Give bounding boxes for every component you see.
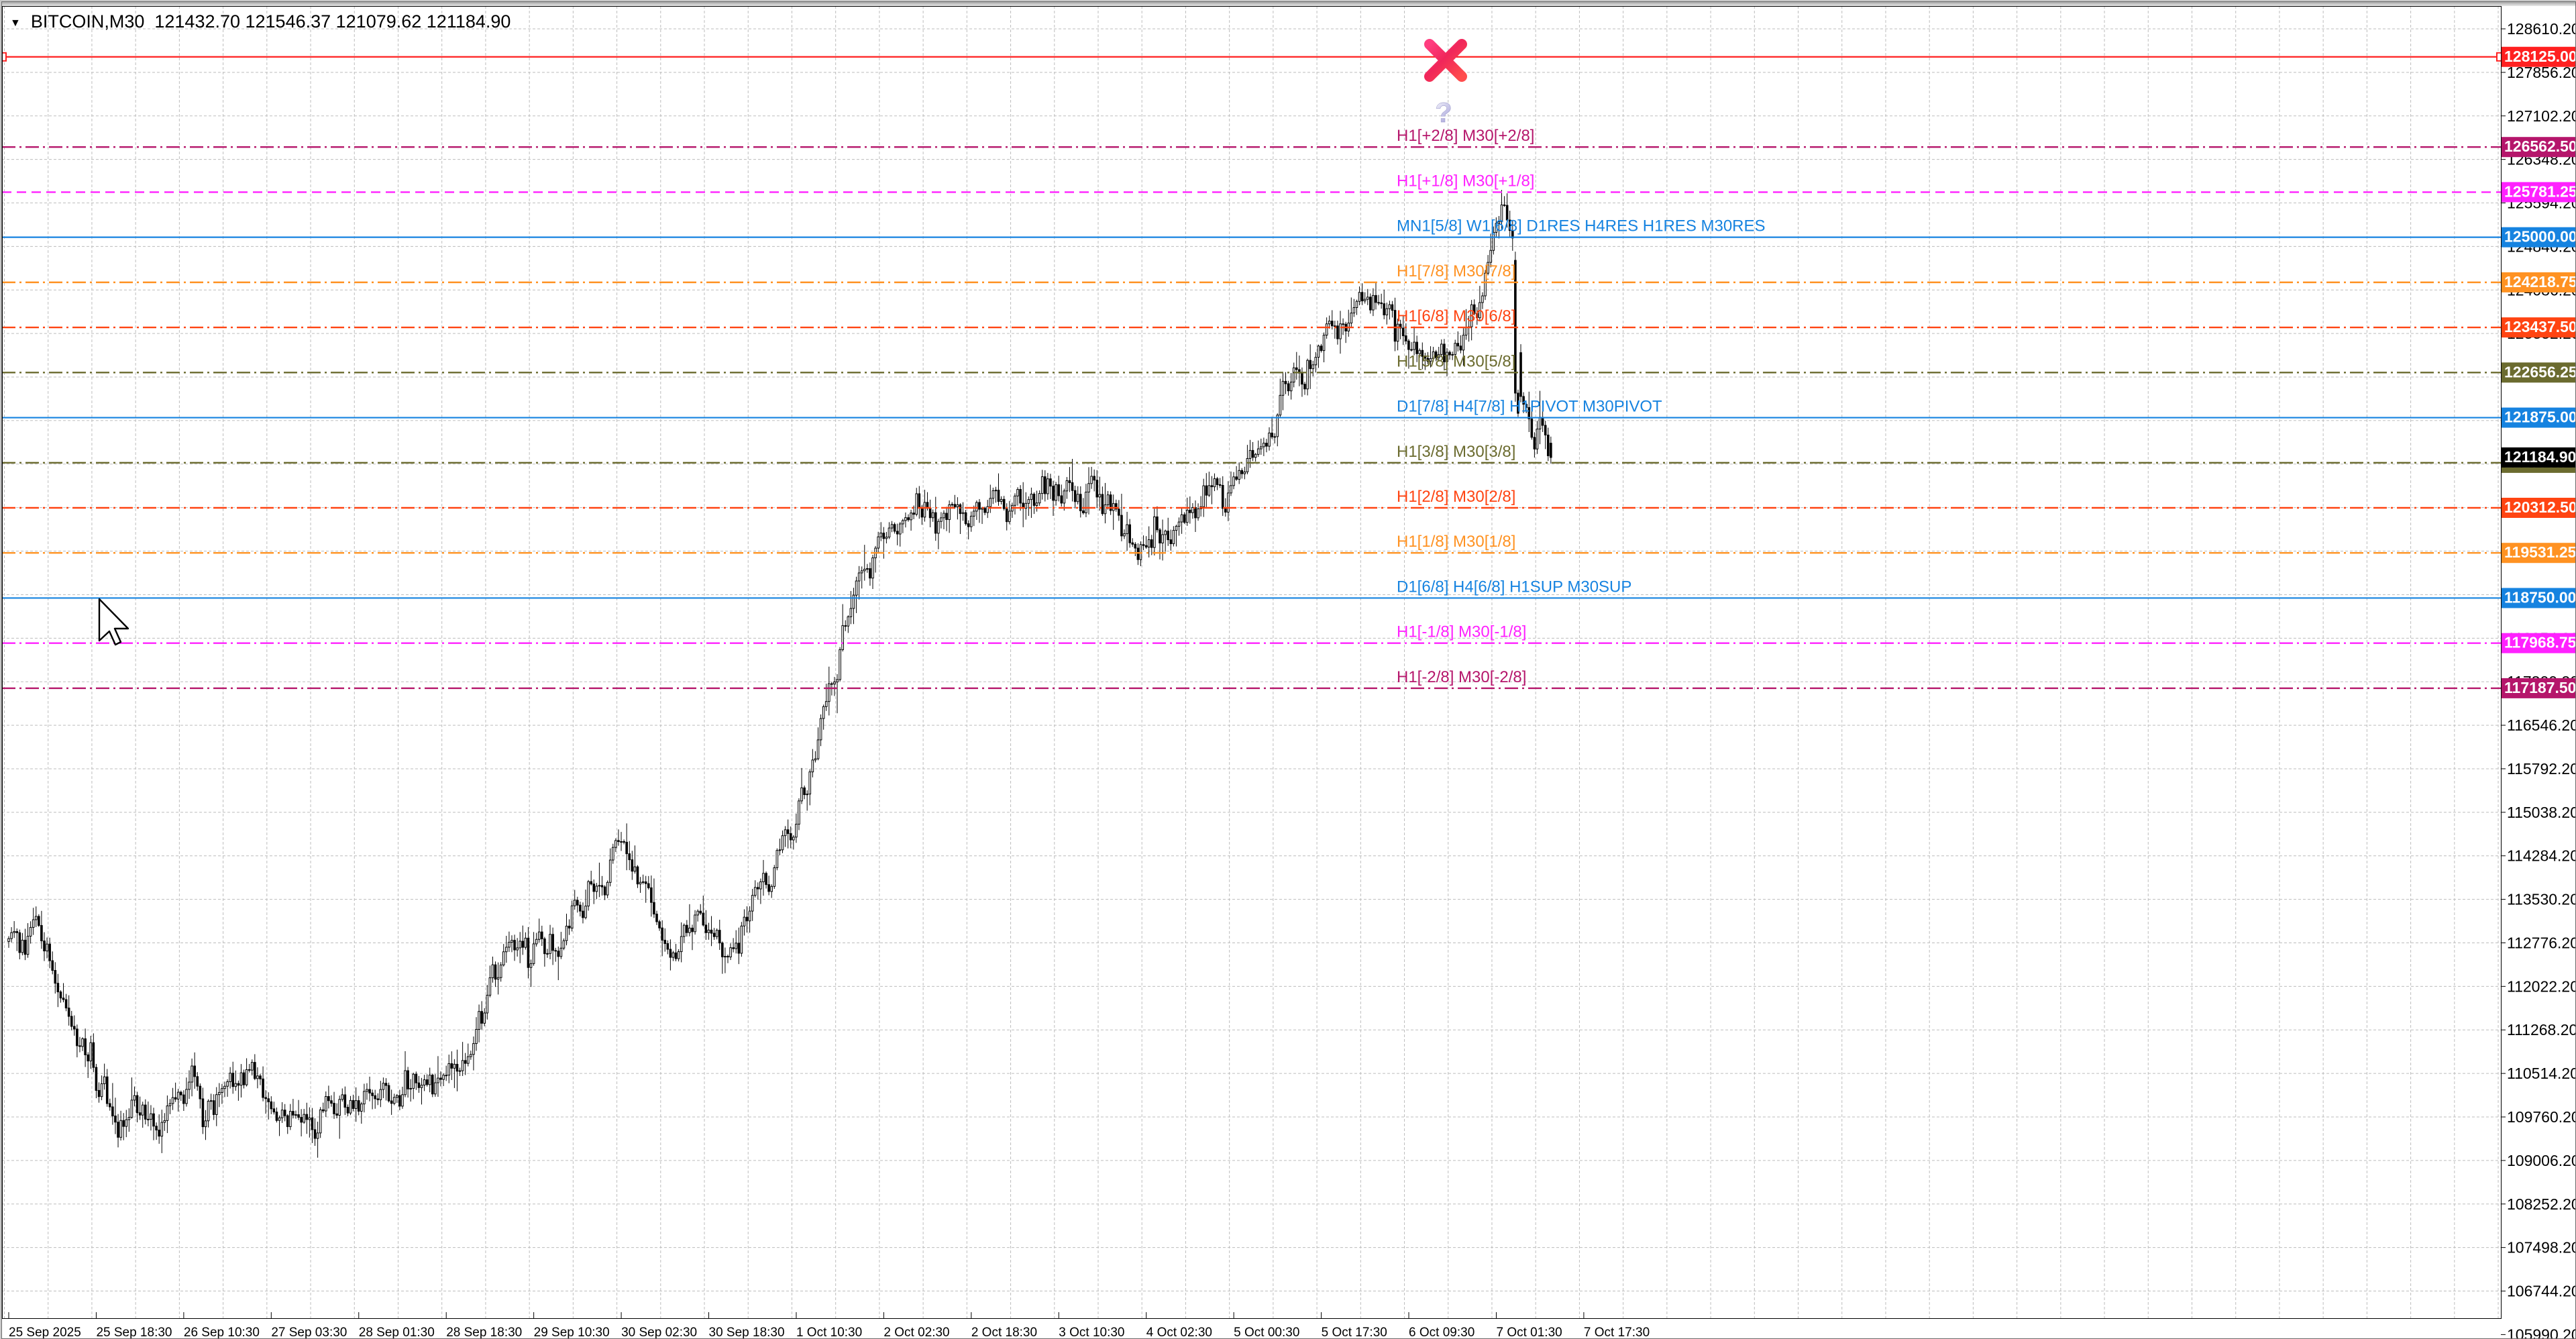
svg-text:121875.00: 121875.00 — [2504, 409, 2575, 426]
svg-text:125781.25: 125781.25 — [2504, 182, 2575, 200]
svg-text:127102.20: 127102.20 — [2507, 107, 2575, 125]
svg-text:5 Oct 00:30: 5 Oct 00:30 — [1234, 1326, 1299, 1338]
svg-text:121184.90: 121184.90 — [2504, 448, 2575, 466]
svg-text:26 Sep 10:30: 26 Sep 10:30 — [184, 1326, 260, 1338]
svg-text:4 Oct 02:30: 4 Oct 02:30 — [1146, 1326, 1212, 1338]
svg-text:D1[7/8] H4[7/8] H1PIVOT M30PIV: D1[7/8] H4[7/8] H1PIVOT M30PIVOT — [1397, 398, 1662, 416]
svg-text:25 Sep 2025: 25 Sep 2025 — [9, 1326, 81, 1338]
svg-text:114284.20: 114284.20 — [2507, 847, 2575, 865]
svg-text:2 Oct 18:30: 2 Oct 18:30 — [971, 1326, 1037, 1338]
svg-text:113530.20: 113530.20 — [2507, 891, 2575, 908]
svg-text:H1[-1/8] M30[-1/8]: H1[-1/8] M30[-1/8] — [1397, 623, 1526, 641]
svg-text:28 Sep 18:30: 28 Sep 18:30 — [446, 1326, 522, 1338]
svg-text:110514.20: 110514.20 — [2507, 1065, 2575, 1082]
svg-text:1 Oct 10:30: 1 Oct 10:30 — [796, 1326, 862, 1338]
svg-text:H1[5/8] M30[5/8]: H1[5/8] M30[5/8] — [1397, 352, 1515, 370]
svg-text:H1[3/8] M30[3/8]: H1[3/8] M30[3/8] — [1397, 443, 1515, 461]
svg-text:7 Oct 17:30: 7 Oct 17:30 — [1584, 1326, 1650, 1338]
svg-text:128125.00: 128125.00 — [2504, 48, 2575, 65]
svg-text:H1[-2/8] M30[-2/8]: H1[-2/8] M30[-2/8] — [1397, 668, 1526, 686]
svg-text:126562.50: 126562.50 — [2504, 138, 2575, 155]
svg-text:115038.20: 115038.20 — [2507, 804, 2575, 821]
svg-text:107498.20: 107498.20 — [2507, 1239, 2575, 1256]
svg-text:30 Sep 18:30: 30 Sep 18:30 — [709, 1326, 785, 1338]
svg-text:118750.00: 118750.00 — [2504, 588, 2575, 606]
svg-text:106744.20: 106744.20 — [2507, 1283, 2575, 1300]
svg-text:H1[1/8] M30[1/8]: H1[1/8] M30[1/8] — [1397, 533, 1515, 551]
svg-text:5 Oct 17:30: 5 Oct 17:30 — [1322, 1326, 1387, 1338]
svg-text:109760.20: 109760.20 — [2507, 1108, 2575, 1126]
svg-text:122656.25: 122656.25 — [2504, 363, 2575, 380]
svg-text:123437.50: 123437.50 — [2504, 318, 2575, 335]
svg-text:27 Sep 03:30: 27 Sep 03:30 — [271, 1326, 347, 1338]
svg-text:124218.75: 124218.75 — [2504, 273, 2575, 290]
svg-text:119531.25: 119531.25 — [2504, 543, 2575, 561]
svg-text:112022.20: 112022.20 — [2507, 977, 2575, 995]
svg-text:25 Sep 18:30: 25 Sep 18:30 — [96, 1326, 172, 1338]
svg-text:H1[+1/8] M30[+1/8]: H1[+1/8] M30[+1/8] — [1397, 172, 1534, 190]
svg-text:30 Sep 02:30: 30 Sep 02:30 — [621, 1326, 697, 1338]
svg-text:7 Oct 01:30: 7 Oct 01:30 — [1496, 1326, 1562, 1338]
svg-text:6 Oct 09:30: 6 Oct 09:30 — [1409, 1326, 1474, 1338]
svg-text:H1[6/8] M30[6/8]: H1[6/8] M30[6/8] — [1397, 307, 1515, 325]
svg-text:115792.20: 115792.20 — [2507, 760, 2575, 778]
svg-text:128610.20: 128610.20 — [2507, 20, 2575, 38]
svg-text:29 Sep 10:30: 29 Sep 10:30 — [534, 1326, 610, 1338]
svg-text:112776.20: 112776.20 — [2507, 934, 2575, 951]
svg-text:28 Sep 01:30: 28 Sep 01:30 — [359, 1326, 435, 1338]
svg-text:117968.75: 117968.75 — [2504, 634, 2575, 651]
svg-text:125000.00: 125000.00 — [2504, 228, 2575, 246]
svg-text:120312.50: 120312.50 — [2504, 498, 2575, 516]
svg-text:?: ? — [1435, 97, 1452, 128]
svg-text:105990.20: 105990.20 — [2507, 1326, 2575, 1338]
svg-text:H1[2/8] M30[2/8]: H1[2/8] M30[2/8] — [1397, 488, 1515, 506]
svg-text:3 Oct 10:30: 3 Oct 10:30 — [1059, 1326, 1124, 1338]
svg-text:116546.20: 116546.20 — [2507, 716, 2575, 734]
svg-text:D1[6/8] H4[6/8] H1SUP M30SUP: D1[6/8] H4[6/8] H1SUP M30SUP — [1397, 578, 1631, 596]
svg-text:H1[+2/8] M30[+2/8]: H1[+2/8] M30[+2/8] — [1397, 127, 1534, 145]
svg-text:MN1[5/8] W1[6/8] D1RES H4RES H: MN1[5/8] W1[6/8] D1RES H4RES H1RES M30RE… — [1397, 217, 1766, 235]
svg-text:108252.20: 108252.20 — [2507, 1195, 2575, 1213]
svg-text:H1[7/8] M30[7/8]: H1[7/8] M30[7/8] — [1397, 262, 1515, 280]
svg-text:117187.50: 117187.50 — [2504, 679, 2575, 696]
svg-text:109006.20: 109006.20 — [2507, 1152, 2575, 1169]
svg-text:2 Oct 02:30: 2 Oct 02:30 — [883, 1326, 949, 1338]
svg-text:111268.20: 111268.20 — [2507, 1021, 2575, 1038]
